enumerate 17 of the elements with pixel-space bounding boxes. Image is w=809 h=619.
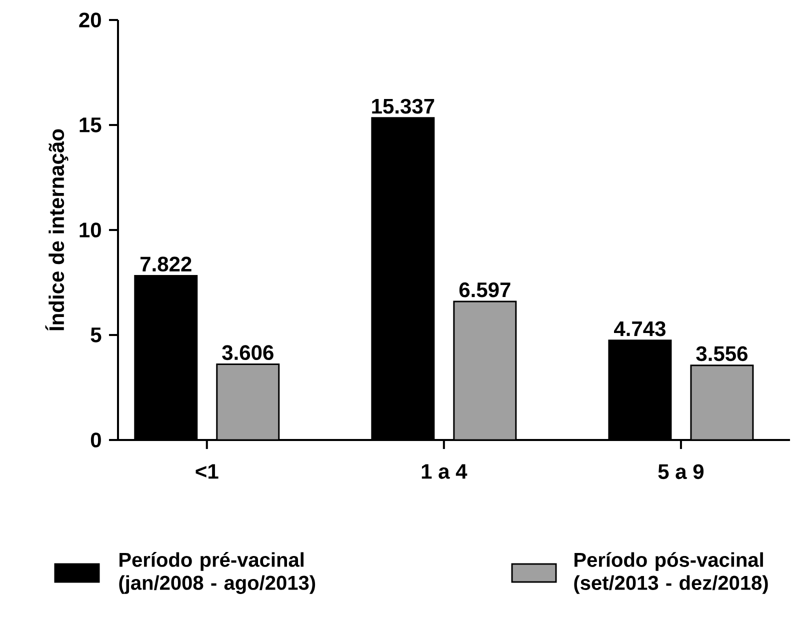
x-tick-label: <1 [196,464,218,479]
y-tick-label: 5 [90,328,102,342]
data-label: 15.337 [372,98,434,114]
data-label: 3.606 [222,345,274,360]
legend-label: Período pré-vacinal (jan/2008 - ago/2013) [119,552,316,594]
x-tick-label: 1 a 4 [422,464,468,479]
y-tick-label: 20 [79,12,101,28]
data-label: 3.556 [696,346,748,362]
legend-label: Período pós-vacinal (set/2013 - dez/2018) [574,552,768,594]
y-tick-label: 15 [80,118,102,132]
y-axis-title: Índice de internação [45,129,68,330]
data-label: 4.743 [614,321,666,336]
y-tick-label: 0 [90,432,101,448]
x-tick-label: 5 a 9 [658,464,704,480]
data-label: 6.597 [459,282,510,298]
data-label: 7.822 [140,256,192,272]
y-tick-label: 10 [80,222,101,238]
